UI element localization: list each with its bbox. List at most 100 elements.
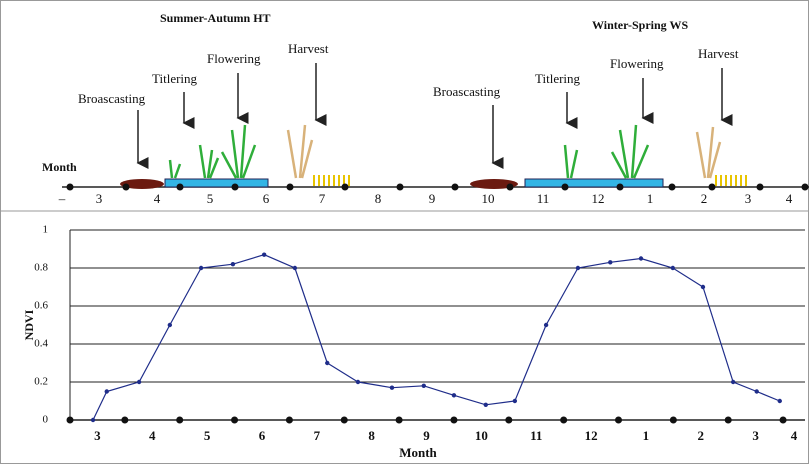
ndvi-point — [90, 417, 96, 423]
ndvi-point — [754, 389, 759, 394]
ndvi-point — [136, 379, 142, 385]
stage-label: Harvest — [698, 46, 739, 61]
stage-label: Titlering — [152, 71, 198, 86]
season-title: Winter-Spring WS — [592, 18, 688, 32]
timeline-dot — [231, 183, 239, 191]
rice-plants — [168, 124, 650, 179]
timeline-dot — [341, 183, 349, 191]
ndvi-point — [483, 402, 488, 407]
growing-period — [164, 178, 269, 188]
y-axis-title: NDVI — [22, 309, 36, 340]
month-label: 4 — [786, 191, 793, 206]
axis-dot — [285, 416, 293, 424]
month-label: 2 — [701, 191, 708, 206]
ndvi-point — [104, 389, 109, 394]
timeline-dot — [396, 183, 404, 191]
y-tick-label: 0.4 — [34, 338, 48, 350]
timeline-dots — [66, 183, 809, 191]
axis-dot — [395, 416, 403, 424]
stage-label: Broascasting — [78, 91, 146, 106]
month-label: 9 — [429, 191, 436, 206]
stage-label: Harvest — [288, 41, 329, 56]
month-title: Month — [42, 160, 77, 174]
month-label: 8 — [375, 191, 382, 206]
x-tick-label: 7 — [314, 428, 321, 443]
axis-dot — [121, 416, 129, 424]
timeline-dot — [66, 183, 74, 191]
x-tick-label: 4 — [149, 428, 156, 443]
ndvi-point — [355, 379, 361, 385]
ndvi-point — [292, 265, 298, 271]
month-label: 5 — [207, 191, 214, 206]
month-label: 10 — [482, 191, 495, 206]
month-label: 7 — [319, 191, 326, 206]
axis-dot — [560, 416, 568, 424]
ndvi-point — [167, 322, 173, 328]
month-label: 6 — [263, 191, 270, 206]
x-tick-label: 4 — [791, 428, 798, 443]
ndvi-point — [730, 379, 736, 385]
timeline-dot — [506, 183, 514, 191]
y-tick-label: 0.6 — [34, 300, 48, 312]
stage-label: Flowering — [207, 51, 261, 66]
ndvi-point — [575, 265, 581, 271]
ndvi-point — [543, 322, 549, 328]
ndvi-point — [230, 262, 236, 267]
y-tick-label: 0 — [43, 414, 49, 426]
axis-dot — [231, 416, 239, 424]
x-tick-label: 1 — [643, 428, 650, 443]
timeline-dot — [176, 183, 184, 191]
ndvi-point — [325, 360, 330, 366]
stubble — [313, 175, 747, 186]
field-soil — [120, 179, 164, 189]
x-tick-label: 3 — [94, 428, 101, 443]
x-tick-label: 8 — [368, 428, 375, 443]
ndvi-point — [608, 260, 613, 265]
axis-dot — [615, 416, 623, 424]
x-tick-label: 5 — [204, 428, 211, 443]
ndvi-point — [451, 393, 457, 398]
month-label: 11 — [537, 191, 550, 206]
axis-dot — [724, 416, 732, 424]
ndvi-point — [261, 252, 267, 257]
x-tick-label: 10 — [475, 428, 488, 443]
ndvi-point — [777, 398, 782, 404]
x-tick-label: 9 — [423, 428, 430, 443]
stage-label: Broascasting — [433, 84, 501, 99]
y-tick-label: 1 — [43, 224, 49, 236]
stage-label: Titlering — [535, 71, 581, 86]
x-tick-label: 2 — [698, 428, 705, 443]
x-tick-label: 11 — [530, 428, 542, 443]
timeline-dot — [668, 183, 676, 191]
axis-dot — [779, 416, 787, 424]
ndvi-point — [198, 265, 204, 271]
x-axis-title: Month — [399, 445, 437, 460]
month-label: 3 — [745, 191, 752, 206]
month-label: 1 — [647, 191, 654, 206]
timeline-dot — [756, 183, 764, 191]
timeline-dot — [616, 183, 624, 191]
x-tick-label: 3 — [752, 428, 759, 443]
month-label: – — [58, 191, 66, 206]
timeline-dot — [286, 183, 294, 191]
ndvi-point — [670, 265, 676, 271]
stage-label: Flowering — [610, 56, 664, 71]
ndvi-point — [512, 398, 518, 404]
axis-dot — [340, 416, 348, 424]
ndvi-point — [421, 383, 426, 388]
timeline-dot — [708, 183, 716, 191]
month-label: 12 — [592, 191, 605, 206]
ndvi-point — [700, 284, 706, 290]
month-label: 4 — [154, 191, 161, 206]
ndvi-point — [638, 256, 644, 261]
timeline-dot — [561, 183, 569, 191]
ndvi-line — [92, 254, 780, 421]
month-label: 3 — [96, 191, 103, 206]
axis-dot — [66, 416, 74, 424]
season-title: Summer-Autumn HT — [160, 11, 271, 25]
ndvi-point — [389, 385, 395, 390]
x-tick-label: 6 — [259, 428, 266, 443]
timeline-dot — [122, 183, 130, 191]
